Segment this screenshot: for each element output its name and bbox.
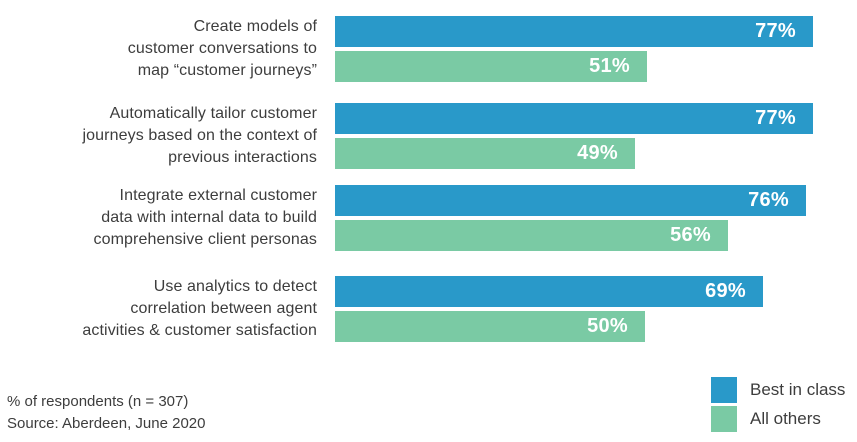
bar-value-label: 56% [670,224,711,246]
bar-all-others: 49% [335,138,635,169]
bar-value-label: 49% [577,142,618,164]
bar-group: Create models of customer conversations … [0,16,857,82]
bar-group: Use analytics to detect correlation betw… [0,276,857,342]
bar-best-in-class: 77% [335,16,813,47]
footnote-source: Source: Aberdeen, June 2020 [7,415,206,432]
bar-best-in-class: 77% [335,103,813,134]
bar-value-label: 76% [748,189,789,211]
bar-all-others: 50% [335,311,645,342]
bar-value-label: 77% [755,107,796,129]
category-label: Automatically tailor customer journeys b… [82,105,317,166]
bar-value-label: 69% [705,280,746,302]
category-label: Create models of customer conversations … [127,18,317,79]
category-label: Use analytics to detect correlation betw… [82,278,317,339]
bar-value-label: 50% [587,315,628,337]
legend-item-best-in-class: Best in class [711,377,845,403]
bar-best-in-class: 69% [335,276,763,307]
legend-swatch-best-in-class [711,377,737,403]
legend-item-all-others: All others [711,406,845,432]
legend-swatch-all-others [711,406,737,432]
legend: Best in class All others [711,377,845,432]
legend-label: All others [750,409,821,428]
bar-best-in-class: 76% [335,185,806,216]
category-label: Integrate external customer data with in… [93,187,317,248]
bar-value-label: 77% [755,20,796,42]
bar-all-others: 51% [335,51,647,82]
bar-groups: Create models of customer conversations … [0,16,857,342]
bar-group: Automatically tailor customer journeys b… [0,103,857,169]
bar-all-others: 56% [335,220,728,251]
footnote-respondents: % of respondents (n = 307) [7,393,189,410]
bar-group: Integrate external customer data with in… [0,185,857,251]
bar-value-label: 51% [589,55,630,77]
footnote: % of respondents (n = 307) Source: Aberd… [7,391,206,435]
legend-label: Best in class [750,380,846,399]
